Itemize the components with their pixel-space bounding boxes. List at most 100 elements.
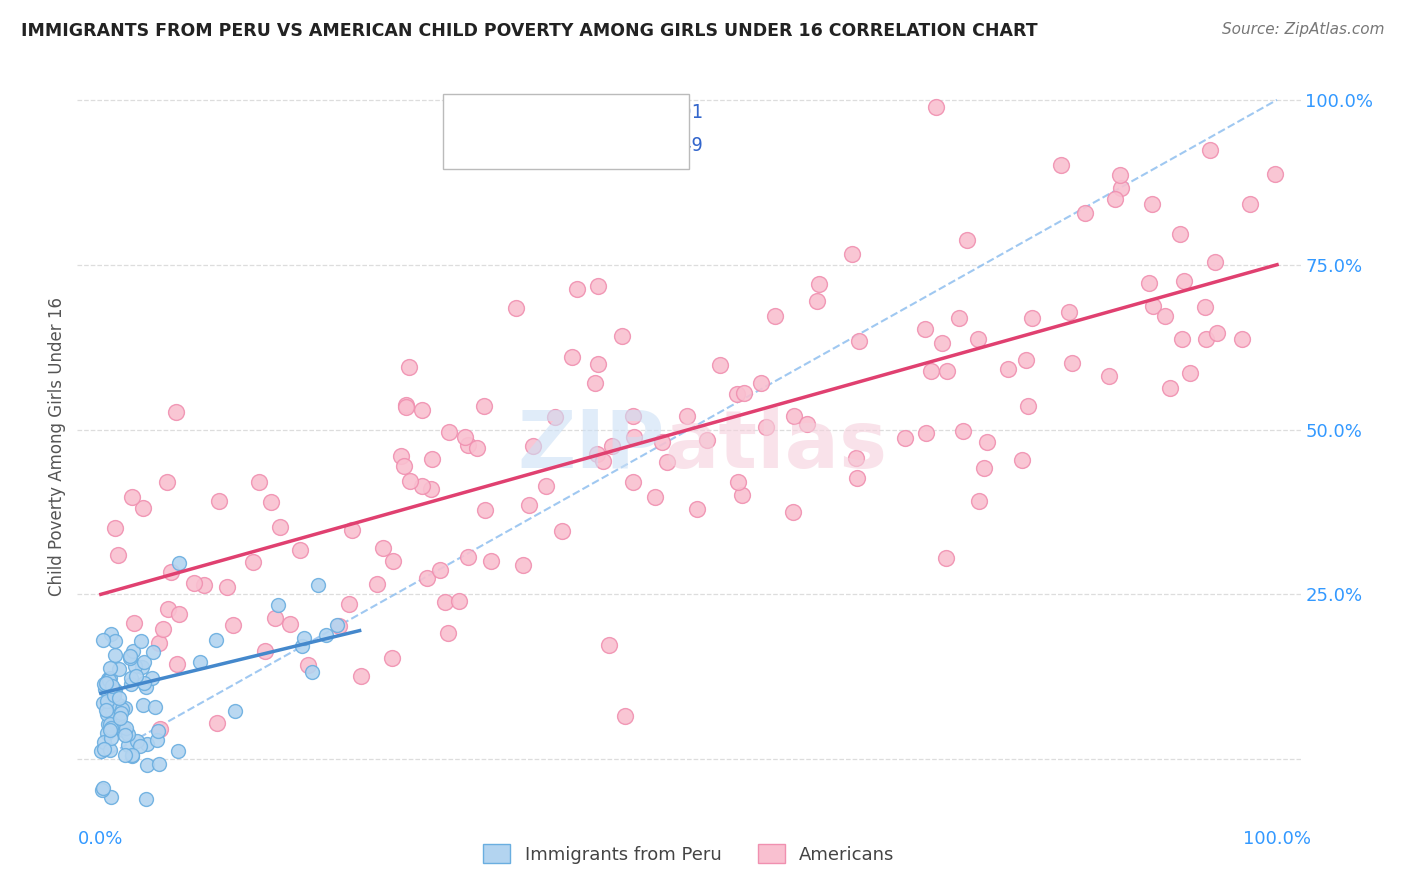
Point [1074,206,1097,220]
Point [621,409,644,423]
Point [392,458,415,473]
Point [100,731,122,746]
Point [914,322,936,336]
Point [696,434,718,448]
Point [1017,399,1039,413]
Point [125,734,148,748]
Point [337,597,360,611]
Point [600,439,623,453]
Point [104,710,127,724]
Point [543,410,565,425]
Point [135,681,157,695]
Point [550,524,572,538]
Point [395,399,418,413]
Point [117,727,139,741]
Point [1173,274,1195,288]
Point [952,424,974,438]
Point [676,409,699,423]
Point [205,716,228,731]
Point [479,554,502,568]
Point [117,738,139,752]
Point [93,677,115,691]
Point [222,618,245,632]
Point [98,671,121,685]
Point [565,282,588,296]
Point [373,541,395,555]
Point [848,334,870,348]
Point [395,401,418,415]
Point [291,640,314,654]
Point [465,442,488,456]
Point [121,748,143,763]
Point [340,523,363,537]
Point [224,704,246,718]
Point [1021,310,1043,325]
Point [1140,197,1163,211]
Point [1204,255,1226,269]
Point [731,488,754,502]
Point [931,336,953,351]
Point [104,521,127,535]
Point [1195,332,1218,346]
Point [125,669,148,683]
Point [398,360,420,375]
Point [845,450,868,465]
Point [1057,304,1080,318]
Point [156,475,179,489]
Point [122,643,145,657]
Point [301,665,323,680]
Point [915,426,938,441]
Point [121,747,143,762]
Point [108,711,131,725]
Point [165,405,187,419]
Point [131,660,153,674]
Point [103,685,125,699]
Point [1098,368,1121,383]
Point [522,439,544,453]
Point [969,493,991,508]
Point [278,617,301,632]
Point [103,688,125,702]
Point [167,744,190,758]
Point [94,681,117,696]
Y-axis label: Child Poverty Among Girls Under 16: Child Poverty Among Girls Under 16 [48,296,66,596]
Point [350,669,373,683]
Point [97,698,120,713]
Point [1060,356,1083,370]
Point [1159,381,1181,395]
Point [936,364,959,378]
Point [1153,310,1175,324]
Point [91,633,114,648]
Point [93,735,115,749]
Point [120,677,142,691]
Point [1104,192,1126,206]
Point [651,434,673,449]
Point [1142,299,1164,313]
Legend: Immigrants from Peru, Americans: Immigrants from Peru, Americans [478,839,900,869]
Point [1011,453,1033,467]
Point [307,577,329,591]
Point [96,726,118,740]
Point [167,556,190,570]
Point [132,500,155,515]
Point [122,615,145,630]
Point [297,658,319,673]
Point [454,430,477,444]
Point [973,460,995,475]
Point [93,780,115,795]
Point [583,376,606,390]
Point [114,748,136,763]
Point [751,376,773,391]
Point [114,700,136,714]
Point [114,721,136,735]
Point [1050,157,1073,171]
Point [806,294,828,309]
Point [517,498,540,512]
Point [733,385,755,400]
Point [267,598,290,612]
Text: Source: ZipAtlas.com: Source: ZipAtlas.com [1222,22,1385,37]
Point [149,722,172,736]
Point [93,741,115,756]
Point [90,783,112,797]
Point [727,475,749,489]
